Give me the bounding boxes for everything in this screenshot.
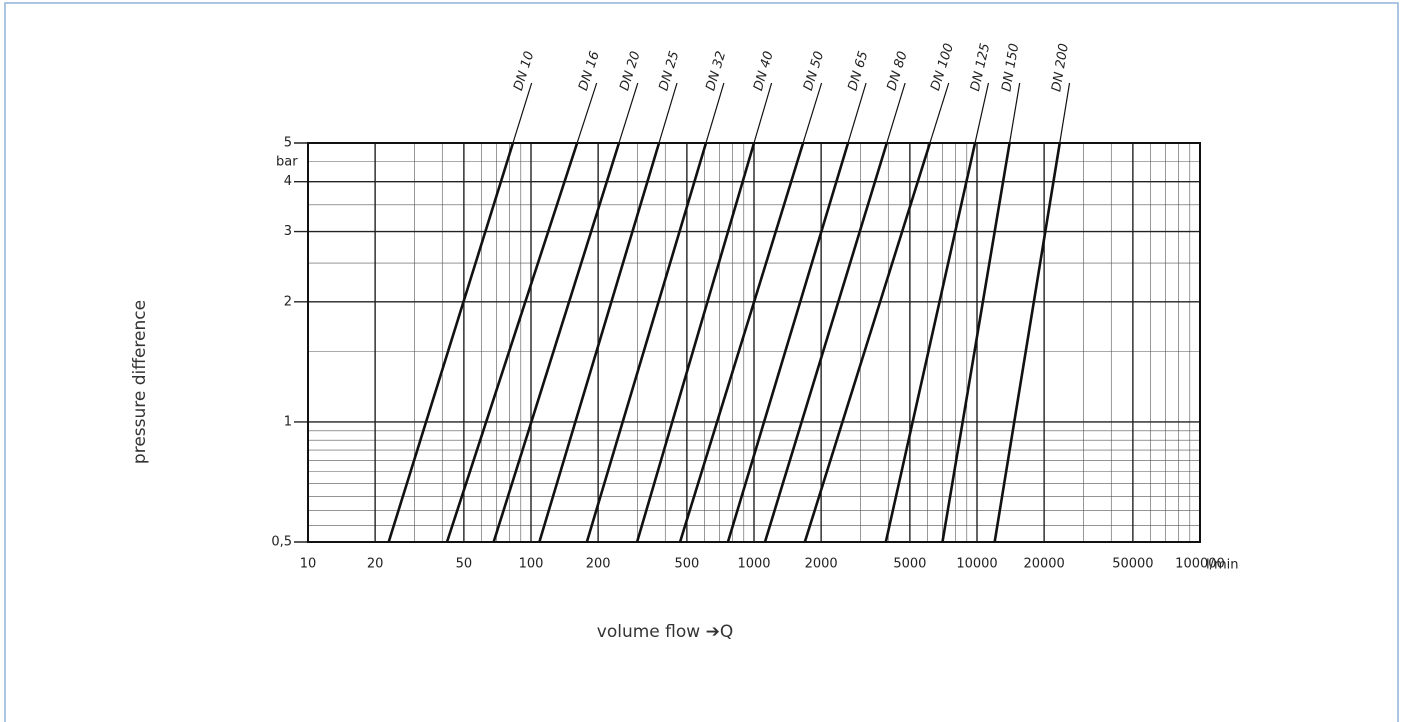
series-label: DN 40 xyxy=(751,50,777,93)
x-tick-label: 10 xyxy=(300,557,317,572)
frame xyxy=(4,2,1399,722)
leader-line xyxy=(847,82,867,144)
y-tick-label: 0,5 xyxy=(271,535,292,550)
x-tick-label: 2000 xyxy=(805,557,838,572)
leader-line xyxy=(1008,82,1021,144)
series-label: DN 50 xyxy=(801,50,827,93)
series-label: DN 10 xyxy=(511,50,537,93)
y-tick-label: 1 xyxy=(284,414,292,429)
flow-line xyxy=(387,142,515,543)
leader-line xyxy=(658,82,678,144)
leader-line xyxy=(886,82,906,144)
leader-line xyxy=(753,82,773,144)
series-label: DN 32 xyxy=(703,50,729,93)
flow-line xyxy=(993,142,1062,543)
leader-line xyxy=(512,82,533,144)
y-tick-label: 2 xyxy=(284,294,292,309)
leader-line xyxy=(929,82,950,144)
x-tick-label: 50 xyxy=(456,557,473,572)
series-label: DN 80 xyxy=(885,50,911,93)
x-tick-label: 1000 xyxy=(737,557,770,572)
flow-line xyxy=(678,142,805,543)
flow-line xyxy=(635,142,756,543)
x-tick-label: 50000 xyxy=(1112,557,1153,572)
flow-line xyxy=(492,142,621,543)
flow-line xyxy=(726,142,850,543)
flow-line xyxy=(538,142,661,543)
leader-line xyxy=(705,82,725,144)
flow-line xyxy=(585,142,708,543)
flow-line xyxy=(803,142,932,543)
y-tick-label: 5 xyxy=(284,136,292,151)
series-label: DN 20 xyxy=(617,50,643,93)
y-tick-label: 4 xyxy=(284,174,292,189)
leader-line xyxy=(618,82,639,144)
x-tick-label: 200 xyxy=(586,557,611,572)
series-label: DN 65 xyxy=(846,50,872,93)
x-tick-label: 10000 xyxy=(956,557,997,572)
series-label: DN 200 xyxy=(1049,42,1072,92)
series-label: DN 100 xyxy=(928,42,957,93)
x-tick-label: 500 xyxy=(674,557,699,572)
leader-line xyxy=(576,82,598,144)
leader-line xyxy=(974,82,990,144)
x-tick-label: 100 xyxy=(519,557,544,572)
x-tick-label: 20000 xyxy=(1023,557,1064,572)
y-unit: bar xyxy=(276,155,298,170)
flow-line xyxy=(941,142,1011,543)
y-axis-title: pressure difference xyxy=(130,300,150,464)
x-axis-title: volume flow ➔Q xyxy=(597,622,733,642)
leader-line xyxy=(1059,82,1071,144)
leader-line xyxy=(802,82,823,144)
series-label: DN 25 xyxy=(656,50,682,93)
flow-line xyxy=(884,142,977,543)
y-tick-label: 3 xyxy=(284,224,292,239)
x-unit: l/min xyxy=(1206,558,1239,573)
x-tick-label: 100000 xyxy=(1175,557,1225,572)
x-tick-label: 5000 xyxy=(893,557,926,572)
flow-line xyxy=(763,142,889,543)
flow-line xyxy=(445,142,579,543)
series-label: DN 16 xyxy=(576,49,603,92)
series-label: DN 125 xyxy=(968,42,993,93)
x-tick-label: 20 xyxy=(367,557,384,572)
